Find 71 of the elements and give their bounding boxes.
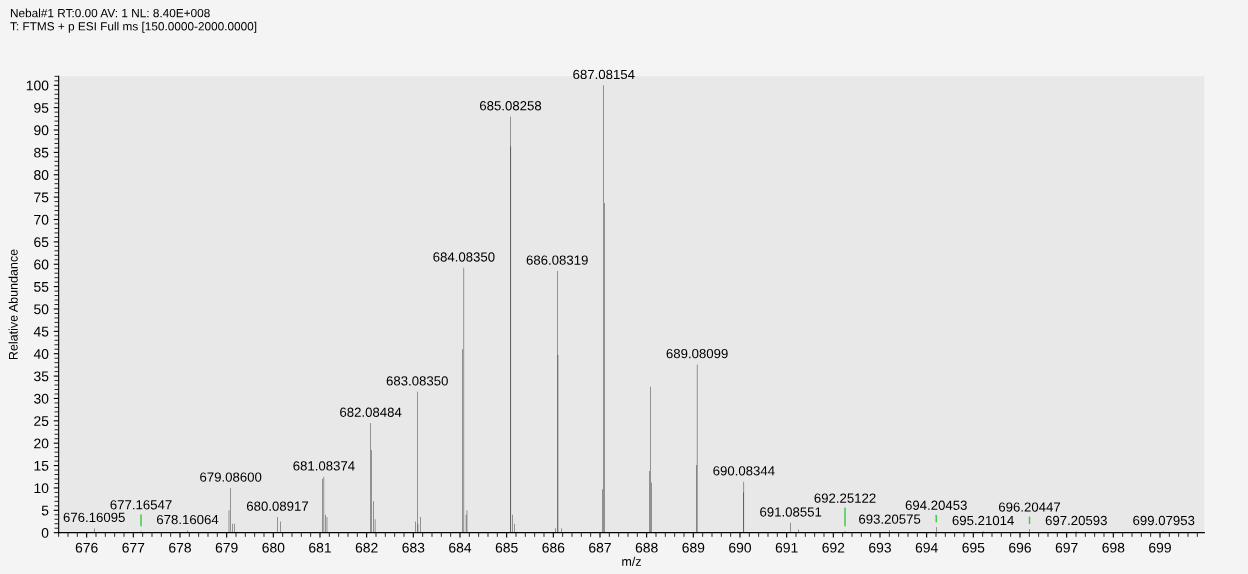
text: Nebal#1 RT:0.00 AV: 1 NL: 8.40E+008 <box>10 8 210 18</box>
y-tick-label: 25 <box>34 416 49 426</box>
annotation: 677.16547 <box>110 500 172 510</box>
y-tick-label: 90 <box>34 125 49 136</box>
y-tick-label: 80 <box>34 170 49 180</box>
annotation: 683.08350 <box>386 376 448 386</box>
annotation: 691.08551 <box>760 507 822 517</box>
annotation: 692.25122 <box>814 493 876 503</box>
annotation: 693.20575 <box>859 514 921 524</box>
x-tick-label: 681 <box>309 542 331 553</box>
x-tick-label: 679 <box>215 542 238 553</box>
x-tick-label: 693 <box>869 542 891 553</box>
annotation: 685.08258 <box>480 101 542 111</box>
y-tick-label: 100 <box>26 80 49 91</box>
x-tick-label: 697 <box>1055 542 1078 553</box>
y-tick-label: 5 <box>41 505 49 516</box>
annotation: 699.07953 <box>1133 515 1195 526</box>
y-tick-label: 40 <box>33 349 49 359</box>
x-tick-label: 696 <box>1009 542 1031 553</box>
text: T: FTMS + p ESI Full ms [150.0000-2000.0000] <box>10 21 257 33</box>
annotation: 694.20453 <box>905 500 967 510</box>
annotation: 690.08344 <box>713 466 775 476</box>
annotation: 696.20447 <box>998 502 1061 512</box>
x-tick-label: 678 <box>169 542 191 553</box>
y-tick-label: 0 <box>41 528 49 538</box>
x-axis-title: m/z <box>622 556 641 566</box>
y-tick-label: 50 <box>34 304 49 315</box>
x-tick-label: 690 <box>729 542 752 553</box>
x-tick-label: 682 <box>355 542 378 553</box>
annotation: 689.08099 <box>666 348 728 359</box>
x-tick-label: 694 <box>915 542 938 553</box>
y-tick-label: 45 <box>33 326 49 337</box>
x-tick-label: 691 <box>775 542 798 553</box>
x-tick-label: 680 <box>262 542 285 553</box>
y-axis-title: Relative Abundance <box>8 249 18 360</box>
y-tick-label: 35 <box>34 371 49 382</box>
y-tick-label: 75 <box>34 192 49 203</box>
annotation: 686.08319 <box>526 255 588 265</box>
x-tick-label: 685 <box>495 542 518 553</box>
annotation: 697.20593 <box>1045 515 1107 526</box>
y-tick-label: 70 <box>34 214 49 225</box>
x-tick-label: 687 <box>589 542 611 553</box>
x-tick-label: 677 <box>122 542 145 553</box>
x-tick-label: 676 <box>75 542 98 553</box>
x-tick-label: 683 <box>402 542 425 553</box>
annotation: 680.08917 <box>246 501 308 511</box>
y-tick-label: 95 <box>34 102 49 113</box>
x-tick-label: 698 <box>1102 542 1125 553</box>
annotation: 684.08350 <box>433 252 495 262</box>
annotation: 687.08154 <box>573 69 635 80</box>
y-tick-label: 60 <box>34 259 49 270</box>
annotation: 681.08374 <box>293 461 355 471</box>
y-tick-label: 15 <box>34 461 49 471</box>
x-tick-label: 692 <box>822 542 845 553</box>
annotation: 679.08600 <box>200 472 262 482</box>
y-tick-label: 65 <box>34 237 49 248</box>
x-tick-label: 689 <box>682 542 705 553</box>
annotation: 676.16095 <box>63 512 125 523</box>
x-tick-label: 684 <box>449 542 472 553</box>
x-tick-label: 688 <box>635 542 658 553</box>
y-tick-label: 10 <box>34 483 49 494</box>
x-tick-label: 695 <box>962 542 985 553</box>
annotation: 682.08484 <box>340 407 402 417</box>
x-tick-label: 686 <box>542 542 565 553</box>
annotation: 695.21014 <box>952 515 1014 526</box>
y-tick-label: 55 <box>34 282 49 292</box>
x-tick-label: 699 <box>1149 542 1171 553</box>
annotation: 678.16064 <box>156 514 219 525</box>
y-tick-label: 30 <box>34 393 49 404</box>
y-tick-label: 85 <box>34 147 49 158</box>
y-tick-label: 20 <box>34 438 49 449</box>
